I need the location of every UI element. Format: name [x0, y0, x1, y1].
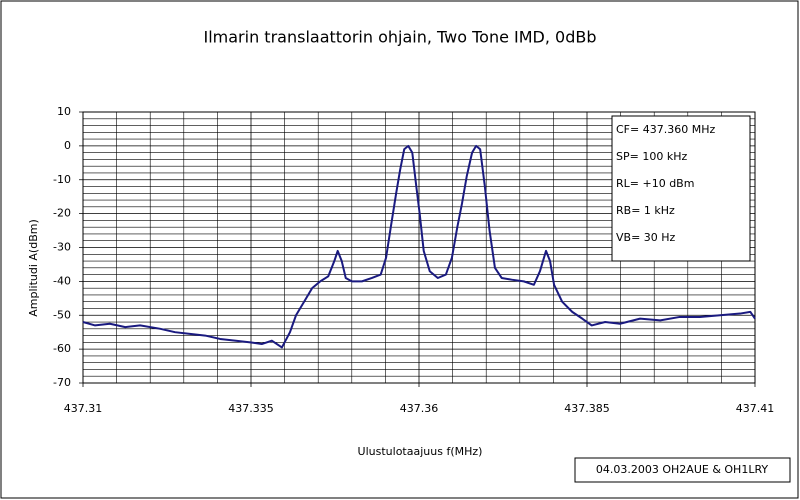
plot-frame [82, 111, 756, 384]
x-tick-label: 437.335 [228, 402, 274, 415]
y-tick-label: -50 [53, 308, 71, 321]
annotation: RL= +10 dBm [616, 177, 694, 190]
annotation: SP= 100 kHz [616, 150, 687, 163]
annotations: CF= 437.360 MHz SP= 100 kHz RL= +10 dBm RB=… [616, 123, 715, 244]
y-tick-label: 10 [57, 105, 71, 118]
chart-title: Ilmarin translaattorin ohjain, Two Tone … [204, 28, 597, 47]
x-tick-label: 437.31 [64, 402, 103, 415]
y-tick-label: -40 [53, 274, 71, 287]
y-tick-label: -70 [53, 376, 71, 389]
annotation: CF= 437.360 MHz [616, 123, 715, 136]
info-box [611, 115, 751, 262]
annotation: VB= 30 Hz [616, 231, 676, 244]
annotation: RB= 1 kHz [616, 204, 675, 217]
x-tick-label: 437.41 [736, 402, 775, 415]
y-tick-label: -30 [53, 241, 71, 254]
y-axis-label: Amplitudi A(dBm) [27, 219, 40, 317]
footer-box [574, 457, 791, 483]
y-tick-label: 0 [64, 139, 71, 152]
footer: 04.03.2003 OH2AUE & OH1LRY [596, 463, 768, 476]
x-tick-label: 437.36 [400, 402, 439, 415]
x-tick-label: 437.385 [564, 402, 610, 415]
y-tick-label: -10 [53, 173, 71, 186]
y-tick-label: -20 [53, 207, 71, 220]
trace [82, 144, 756, 349]
y-tick-label: -60 [53, 342, 71, 355]
x-axis-label: Ulustulotaajuus f(MHz) [358, 445, 483, 458]
